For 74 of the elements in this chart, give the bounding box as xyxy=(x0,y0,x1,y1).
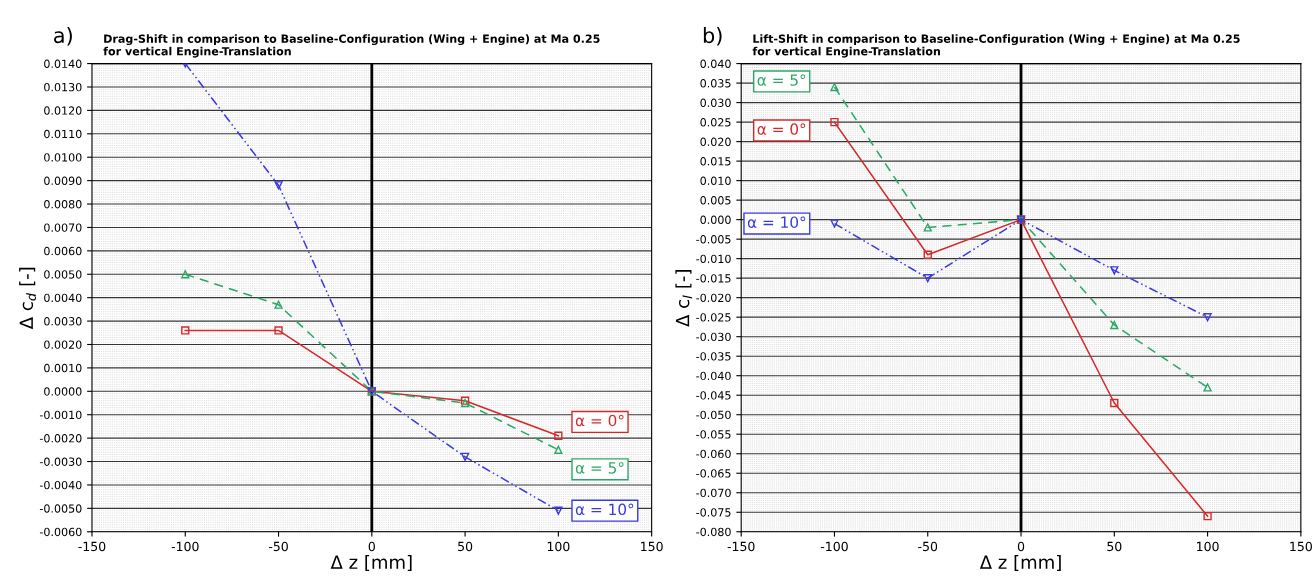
x-tick-label: 150 xyxy=(1290,541,1312,552)
x-tick-label: 50 xyxy=(1107,541,1122,552)
x-tick-label: -100 xyxy=(171,541,199,552)
y-tick-label: -0.030 xyxy=(696,332,731,342)
y-tick-label: -0.0010 xyxy=(39,410,82,420)
y-tick-label: -0.080 xyxy=(696,527,731,537)
y-tick-label: -0.060 xyxy=(696,449,731,459)
y-tick-label: -0.0060 xyxy=(39,527,82,537)
x-tick-label: -50 xyxy=(918,541,938,552)
x-tick-label: 150 xyxy=(641,541,663,552)
y-tick-label: 0.020 xyxy=(700,137,731,146)
series-label: α = 5° xyxy=(757,74,806,86)
y-tick-label: 0.0140 xyxy=(44,59,82,68)
series-label: α = 0° xyxy=(575,414,624,427)
y-tick-label: -0.010 xyxy=(696,254,731,264)
y-tick-label: -0.0050 xyxy=(39,504,82,513)
y-tick-label: 0.0120 xyxy=(44,106,82,115)
y-tick-label: 0.0110 xyxy=(44,129,82,139)
text: a) xyxy=(54,27,72,46)
x-tick-label: 0 xyxy=(368,541,375,552)
x-tick-label: -50 xyxy=(268,541,288,552)
x-tick-label: 50 xyxy=(458,541,473,552)
y-tick-label: -0.0020 xyxy=(39,434,82,443)
y-tick-label: 0.0060 xyxy=(44,246,82,256)
y-tick-label: 0.0100 xyxy=(44,153,82,162)
y-tick-label: 0.0130 xyxy=(44,82,82,92)
series-label: α = 10° xyxy=(747,216,806,228)
y-tick-label: 0.000 xyxy=(700,215,731,225)
y-tick-label: -0.015 xyxy=(696,274,731,283)
x-tick-label: -150 xyxy=(78,541,106,552)
y-tick-label: 0.0030 xyxy=(44,317,82,326)
x-tick-label: 0 xyxy=(1017,541,1025,552)
y-tick-label: -0.050 xyxy=(696,410,731,420)
y-tick-label: -0.025 xyxy=(696,313,731,322)
series-label: α = 10° xyxy=(575,503,634,516)
x-tick-label: -100 xyxy=(820,541,848,552)
y-tick-label: 0.0000 xyxy=(44,387,82,396)
y-tick-label: -0.0040 xyxy=(39,480,82,490)
y-tick-label: 0.015 xyxy=(700,157,731,166)
y-tick-label: 0.0040 xyxy=(44,293,82,303)
y-tick-label: 0.010 xyxy=(700,176,731,185)
series-label: α = 5° xyxy=(575,462,624,474)
y-tick-label: 0.0050 xyxy=(44,270,82,279)
y-tick-label: 0.005 xyxy=(700,196,731,205)
y-tick-label: 0.0080 xyxy=(44,200,82,209)
y-tick-label: 0.0010 xyxy=(44,363,82,373)
y-axis-title: Δ c$_{d}$ [-] xyxy=(19,267,36,330)
y-tick-label: -0.035 xyxy=(696,352,731,361)
y-axis-title: Δ c$_{l}$ [-] xyxy=(675,270,693,327)
y-tick-label: -0.075 xyxy=(696,508,731,517)
x-tick-label: -150 xyxy=(727,541,755,552)
chart-title: Lift-Shift in comparison to Baseline-Configuration (Wing + Engine) at Ma 0.25 for vertical Engine-Translation xyxy=(752,34,1240,58)
y-tick-label: 0.025 xyxy=(700,118,731,127)
x-tick-label: 100 xyxy=(547,541,570,552)
y-tick-label: -0.020 xyxy=(696,293,731,303)
x-tick-label: 100 xyxy=(1197,541,1219,552)
text: b) xyxy=(703,27,722,46)
y-tick-label: 0.0090 xyxy=(44,176,82,185)
y-tick-label: 0.0070 xyxy=(44,223,82,232)
y-tick-label: 0.0020 xyxy=(44,340,82,349)
y-tick-label: -0.055 xyxy=(696,430,731,439)
x-axis-title: Δ z [mm] xyxy=(330,554,412,572)
y-tick-label: -0.040 xyxy=(696,371,731,381)
y-tick-label: -0.0030 xyxy=(39,457,82,466)
series-label: α = 0° xyxy=(757,123,806,135)
chart-title: Drag-Shift in comparison to Baseline-Configuration (Wing + Engine) at Ma 0.25 for vertical Engine-Translation xyxy=(103,34,600,58)
y-tick-label: 0.040 xyxy=(700,59,731,68)
y-tick-label: -0.005 xyxy=(696,235,731,244)
y-tick-label: -0.045 xyxy=(696,391,731,400)
y-tick-label: 0.030 xyxy=(700,98,731,107)
y-tick-label: -0.065 xyxy=(696,469,731,478)
x-axis-title: Δ z [mm] xyxy=(979,554,1061,572)
y-tick-label: 0.035 xyxy=(700,79,731,88)
y-tick-label: -0.070 xyxy=(696,488,731,498)
